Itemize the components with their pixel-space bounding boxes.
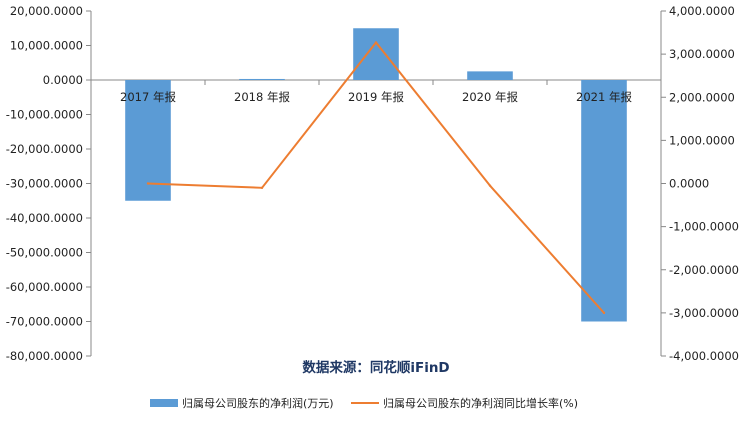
bar-net-profit <box>353 28 399 80</box>
right-tick-label: -1,000.0000 <box>669 220 739 234</box>
left-tick-label: -70,000.0000 <box>6 315 83 329</box>
left-tick-label: -60,000.0000 <box>6 280 83 294</box>
right-tick-label: -3,000.0000 <box>669 306 739 320</box>
growth-rate-point <box>260 186 264 190</box>
left-tick-label: -40,000.0000 <box>6 211 83 225</box>
category-label: 2019 年报 <box>348 90 404 104</box>
left-tick-label: -20,000.0000 <box>6 142 83 156</box>
category-label: 2018 年报 <box>234 90 290 104</box>
left-tick-label: -50,000.0000 <box>6 246 83 260</box>
right-tick-label: 1,000.0000 <box>669 133 735 147</box>
growth-rate-point <box>488 184 492 187</box>
category-label: 2021 年报 <box>576 90 632 104</box>
growth-rate-point <box>374 41 378 44</box>
bar-net-profit <box>239 78 285 80</box>
right-tick-label: 0.0000 <box>669 177 709 191</box>
growth-rate-line <box>147 41 605 314</box>
legend-bar-swatch <box>150 399 178 407</box>
left-tick-label: -30,000.0000 <box>6 177 83 191</box>
right-tick-label: 2,000.0000 <box>669 90 735 104</box>
growth-rate-point <box>602 311 606 315</box>
left-tick-label: -80,000.0000 <box>6 349 83 363</box>
legend-line-label: 归属母公司股东的净利润同比增长率(%) <box>383 396 578 410</box>
left-tick-label: -10,000.0000 <box>6 108 83 122</box>
bar-net-profit <box>125 80 171 201</box>
right-tick-label: 4,000.0000 <box>669 4 735 18</box>
legend-bar-label: 归属母公司股东的净利润(万元) <box>182 396 334 410</box>
growth-rate-point <box>146 182 150 185</box>
category-label: 2020 年报 <box>462 90 518 104</box>
right-tick-label: 3,000.0000 <box>669 47 735 61</box>
bar-net-profit <box>581 80 627 322</box>
bar-net-profit <box>467 71 513 80</box>
right-tick-label: -2,000.0000 <box>669 263 739 277</box>
left-tick-label: 10,000.0000 <box>10 39 83 53</box>
source-caption: 数据来源：同花顺iFinD <box>302 359 449 376</box>
left-tick-label: 0.0000 <box>43 73 83 87</box>
category-label: 2017 年报 <box>120 90 176 104</box>
right-tick-label: -4,000.0000 <box>669 349 739 363</box>
left-tick-label: 20,000.0000 <box>10 4 83 18</box>
